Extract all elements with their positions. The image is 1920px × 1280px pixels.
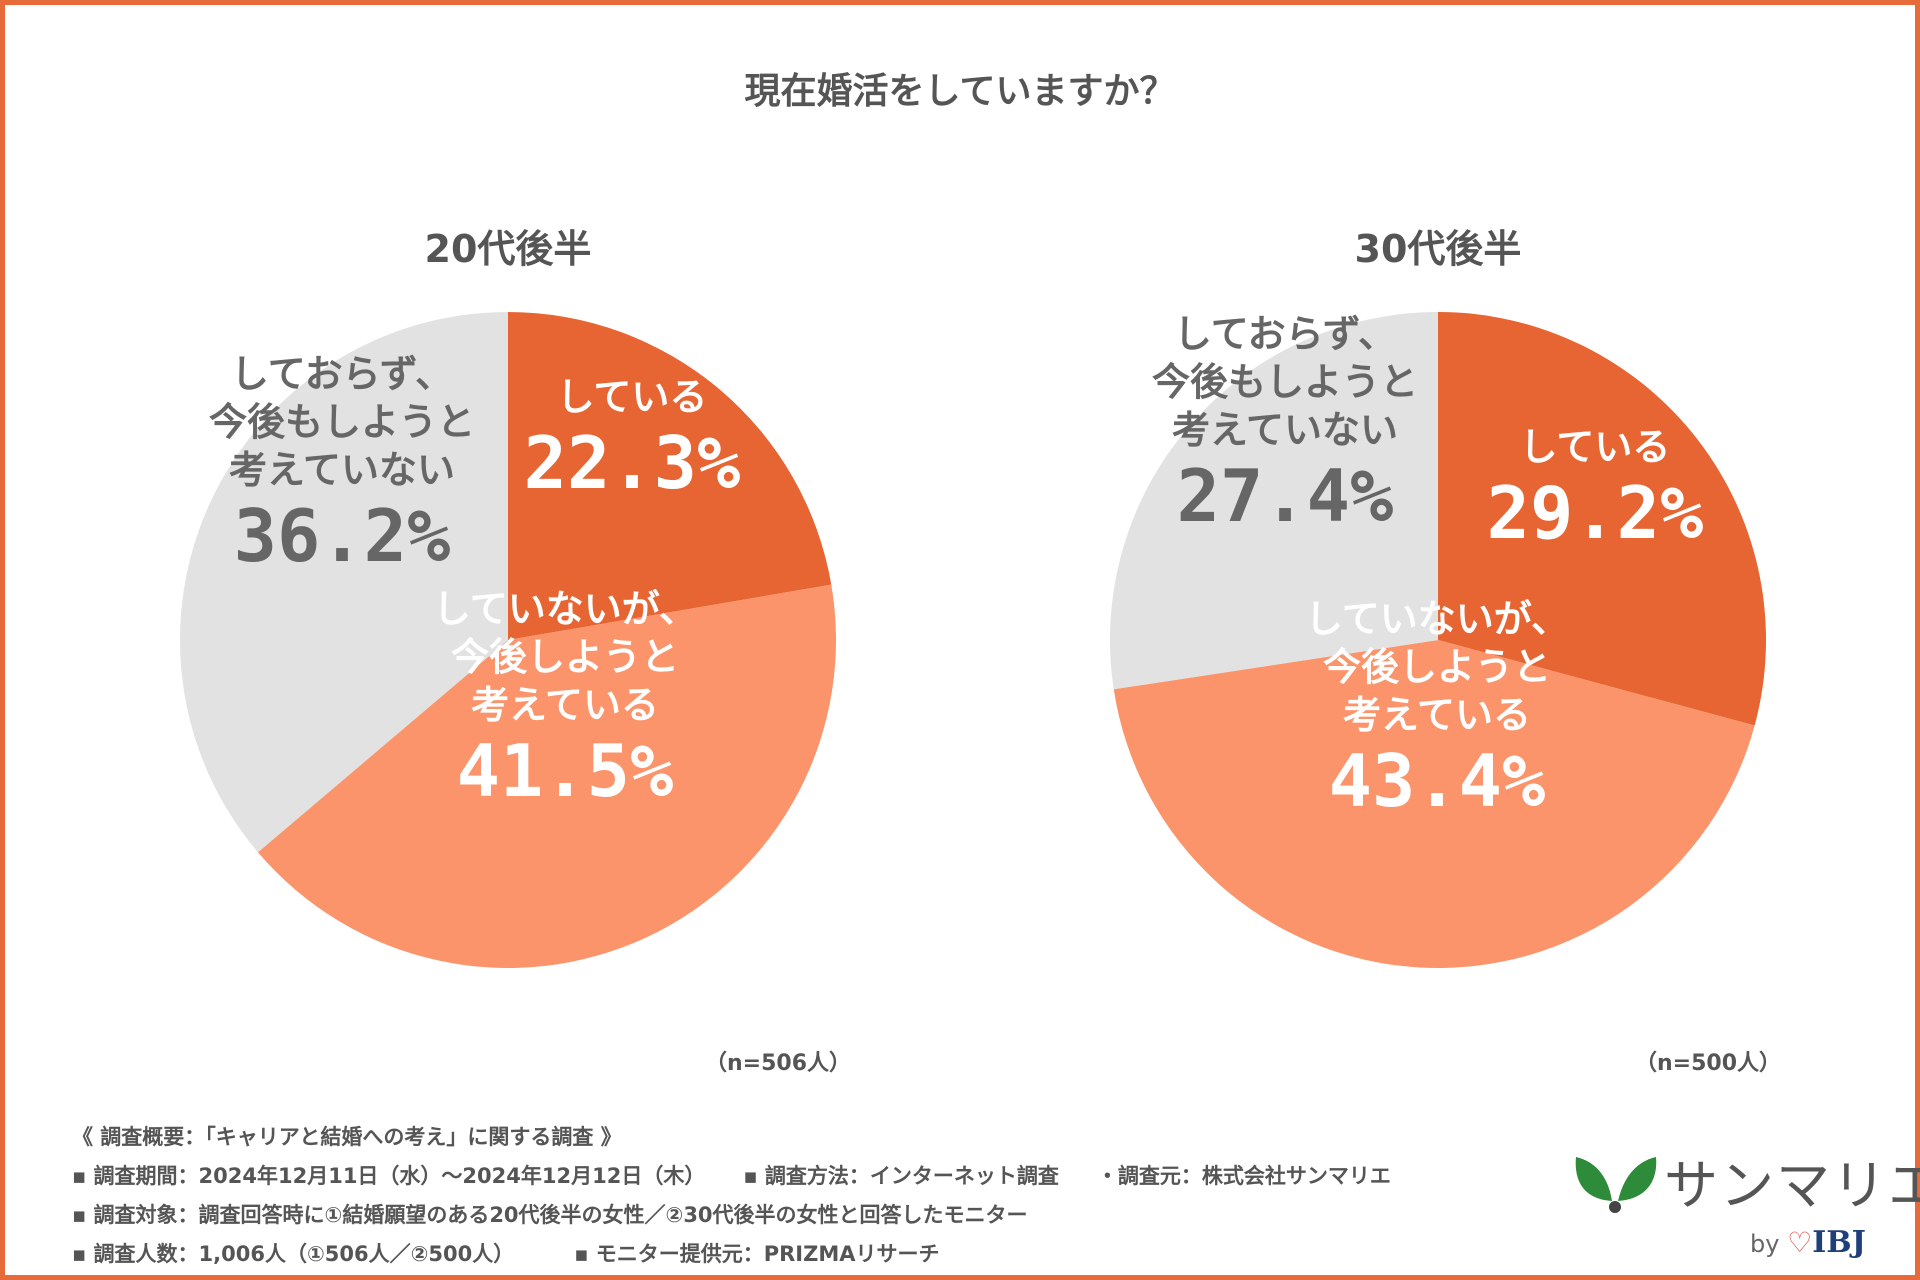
footer-provider: ▪ モニター提供元：PRIZMAリサーチ: [574, 1242, 940, 1266]
slice-label-1-1-1: 今後しようと: [1323, 645, 1551, 689]
slice-value-1-1: 43.4%: [1329, 739, 1546, 823]
slice-label-1-2-2: 考えていない: [1172, 408, 1398, 452]
slice-label-1-0-0: している: [1520, 425, 1671, 469]
slice-label-1-2-0: しておらず、: [1174, 312, 1396, 356]
slice-label-0-1-1: 今後しようと: [451, 635, 679, 679]
pie-slice-0-0: [508, 312, 832, 640]
leaf-icon: [1575, 1157, 1657, 1213]
logo-brand: サンマリエ: [1664, 1154, 1920, 1217]
slice-label-1-2-1: 今後もしようと: [1152, 360, 1418, 404]
footer-method: ▪ 調査方法：インターネット調査: [743, 1164, 1059, 1188]
slice-value-0-2: 36.2%: [234, 494, 451, 578]
slice-label-0-2-0: しておらず、: [231, 352, 453, 396]
logo-ibj-text: IBJ: [1812, 1225, 1866, 1260]
slice-label-0-0-0: している: [557, 375, 708, 419]
footer-count: ▪ 調査人数：1,006人（①506人／②500人）: [72, 1242, 515, 1266]
pie-title-20s: 20代後半: [424, 227, 592, 271]
sample-size-20s: （n=506人）: [705, 1051, 852, 1076]
slice-label-1-1-2: 考えている: [1343, 693, 1531, 737]
slice-value-0-0: 22.3%: [524, 421, 741, 505]
slice-value-0-1: 41.5%: [457, 729, 674, 813]
sanmarie-logo: サンマリエ by ♡IBJ: [1568, 1135, 1920, 1265]
footer-org: ・調査元：株式会社サンマリエ: [1096, 1164, 1391, 1188]
pie-title-30s: 30代後半: [1354, 227, 1522, 271]
slice-label-0-2-2: 考えていない: [229, 448, 455, 492]
slice-value-1-2: 27.4%: [1177, 454, 1394, 538]
sample-size-30s: （n=500人）: [1635, 1051, 1782, 1076]
footer-overview: 《 調査概要：「キャリアと結婚への考え」に関する調査 》: [72, 1125, 622, 1149]
pie-slice-0-1: [257, 584, 837, 969]
footer-period: ▪ 調査期間：2024年12月11日（水）〜2024年12月12日（木）: [72, 1164, 706, 1188]
logo-by-text: by: [1750, 1230, 1780, 1258]
survey-footer: 《 調査概要：「キャリアと結婚への考え」に関する調査 》 ▪ 調査期間：2024…: [72, 1118, 1391, 1274]
footer-target: ▪ 調査対象：調査回答時に①結婚願望のある20代後半の女性／②30代後半の女性と…: [72, 1203, 1028, 1227]
slice-label-0-2-1: 今後もしようと: [209, 400, 475, 444]
slice-label-0-1-2: 考えている: [471, 683, 659, 727]
pie-slice-1-0: [1438, 312, 1766, 726]
slice-value-1-0: 29.2%: [1487, 471, 1704, 555]
logo-by-ibj: by ♡IBJ: [1750, 1225, 1866, 1260]
heart-icon: ♡: [1787, 1226, 1813, 1259]
slice-label-1-1-0: していないが、: [1305, 597, 1569, 641]
pie-slice-1-1: [1113, 640, 1755, 969]
slice-label-0-1-0: していないが、: [433, 587, 697, 631]
pie-slice-1-2: [1109, 312, 1438, 690]
pie-slice-0-2: [180, 312, 508, 853]
main-title: 現在婚活をしていますか？: [744, 71, 1176, 112]
